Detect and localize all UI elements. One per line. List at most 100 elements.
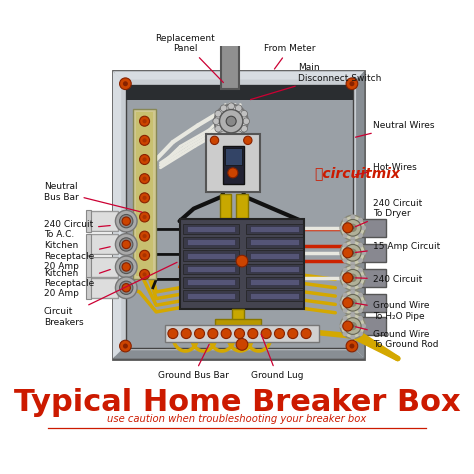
Circle shape xyxy=(358,233,363,238)
Bar xyxy=(353,269,386,287)
Bar xyxy=(86,210,91,232)
Circle shape xyxy=(358,308,363,313)
Bar xyxy=(183,237,239,248)
Circle shape xyxy=(139,173,150,183)
Bar xyxy=(246,250,303,261)
Circle shape xyxy=(349,81,355,86)
Bar xyxy=(219,194,231,218)
Circle shape xyxy=(358,218,363,223)
Bar xyxy=(250,293,299,299)
Circle shape xyxy=(351,301,355,304)
Circle shape xyxy=(348,224,357,232)
Circle shape xyxy=(123,81,128,86)
Circle shape xyxy=(261,328,271,338)
Polygon shape xyxy=(113,350,365,358)
Circle shape xyxy=(288,328,298,338)
Text: Ground Wire
To H₂O Pipe: Ground Wire To H₂O Pipe xyxy=(356,301,429,321)
Circle shape xyxy=(361,300,366,305)
Circle shape xyxy=(274,328,284,338)
Circle shape xyxy=(350,236,355,241)
Circle shape xyxy=(241,110,247,117)
Circle shape xyxy=(350,334,355,339)
Circle shape xyxy=(236,255,248,267)
Bar xyxy=(353,293,386,312)
Bar xyxy=(223,146,244,183)
Text: Main
Disconnect Switch: Main Disconnect Switch xyxy=(250,63,381,100)
Circle shape xyxy=(221,328,231,338)
Circle shape xyxy=(122,283,130,292)
Circle shape xyxy=(350,239,355,245)
Circle shape xyxy=(343,218,347,223)
Circle shape xyxy=(122,263,130,271)
Bar xyxy=(133,109,156,280)
Bar xyxy=(113,71,365,358)
Circle shape xyxy=(119,78,131,90)
Circle shape xyxy=(343,316,347,321)
Circle shape xyxy=(345,318,361,334)
Bar xyxy=(183,250,239,261)
Bar xyxy=(187,293,235,299)
Circle shape xyxy=(220,105,227,111)
Bar xyxy=(187,280,235,285)
Bar xyxy=(187,253,235,259)
Circle shape xyxy=(350,264,355,269)
Text: Circuit
Breakers: Circuit Breakers xyxy=(44,262,177,327)
Text: Replacement
Panel: Replacement Panel xyxy=(155,34,223,82)
Circle shape xyxy=(358,331,363,336)
Circle shape xyxy=(139,116,150,126)
Circle shape xyxy=(346,78,358,90)
Circle shape xyxy=(122,240,130,249)
Circle shape xyxy=(119,238,133,251)
Bar xyxy=(236,194,248,218)
Circle shape xyxy=(248,328,258,338)
Bar xyxy=(183,264,239,274)
Circle shape xyxy=(343,268,347,273)
Circle shape xyxy=(220,131,227,137)
Circle shape xyxy=(139,193,150,203)
Circle shape xyxy=(139,250,150,260)
Circle shape xyxy=(115,210,137,232)
Circle shape xyxy=(115,234,137,255)
Circle shape xyxy=(350,313,355,318)
Circle shape xyxy=(348,322,357,330)
Circle shape xyxy=(119,260,133,273)
Text: Kitchen
Receptacle
20 Amp: Kitchen Receptacle 20 Amp xyxy=(44,241,110,271)
Bar xyxy=(246,224,303,235)
Bar xyxy=(246,264,303,274)
Circle shape xyxy=(119,281,133,294)
Bar xyxy=(86,256,91,278)
Circle shape xyxy=(339,300,345,305)
Circle shape xyxy=(228,133,235,139)
Circle shape xyxy=(361,250,366,255)
Bar xyxy=(88,235,118,255)
Circle shape xyxy=(343,298,353,308)
Bar xyxy=(164,325,319,342)
Circle shape xyxy=(343,283,347,288)
Circle shape xyxy=(123,344,128,348)
Circle shape xyxy=(343,292,347,298)
Circle shape xyxy=(339,250,345,255)
Bar xyxy=(250,266,299,272)
Circle shape xyxy=(228,103,235,109)
Circle shape xyxy=(339,324,345,328)
Text: Kitchen
Receptacle
20 Amp: Kitchen Receptacle 20 Amp xyxy=(44,269,110,299)
Circle shape xyxy=(143,234,146,238)
Circle shape xyxy=(340,265,365,290)
Circle shape xyxy=(350,286,355,291)
Bar xyxy=(215,319,261,329)
Bar xyxy=(183,290,239,301)
Circle shape xyxy=(340,290,365,315)
Circle shape xyxy=(143,253,146,257)
Circle shape xyxy=(228,168,238,178)
Circle shape xyxy=(343,223,353,233)
Bar xyxy=(353,244,386,262)
Circle shape xyxy=(358,258,363,263)
Bar xyxy=(86,277,91,299)
Text: use caution when troubleshooting your breaker box: use caution when troubleshooting your br… xyxy=(108,414,366,424)
Circle shape xyxy=(346,340,358,352)
Circle shape xyxy=(243,118,249,125)
Circle shape xyxy=(143,157,146,162)
Circle shape xyxy=(340,240,365,265)
Bar xyxy=(246,277,303,288)
Circle shape xyxy=(235,105,242,111)
